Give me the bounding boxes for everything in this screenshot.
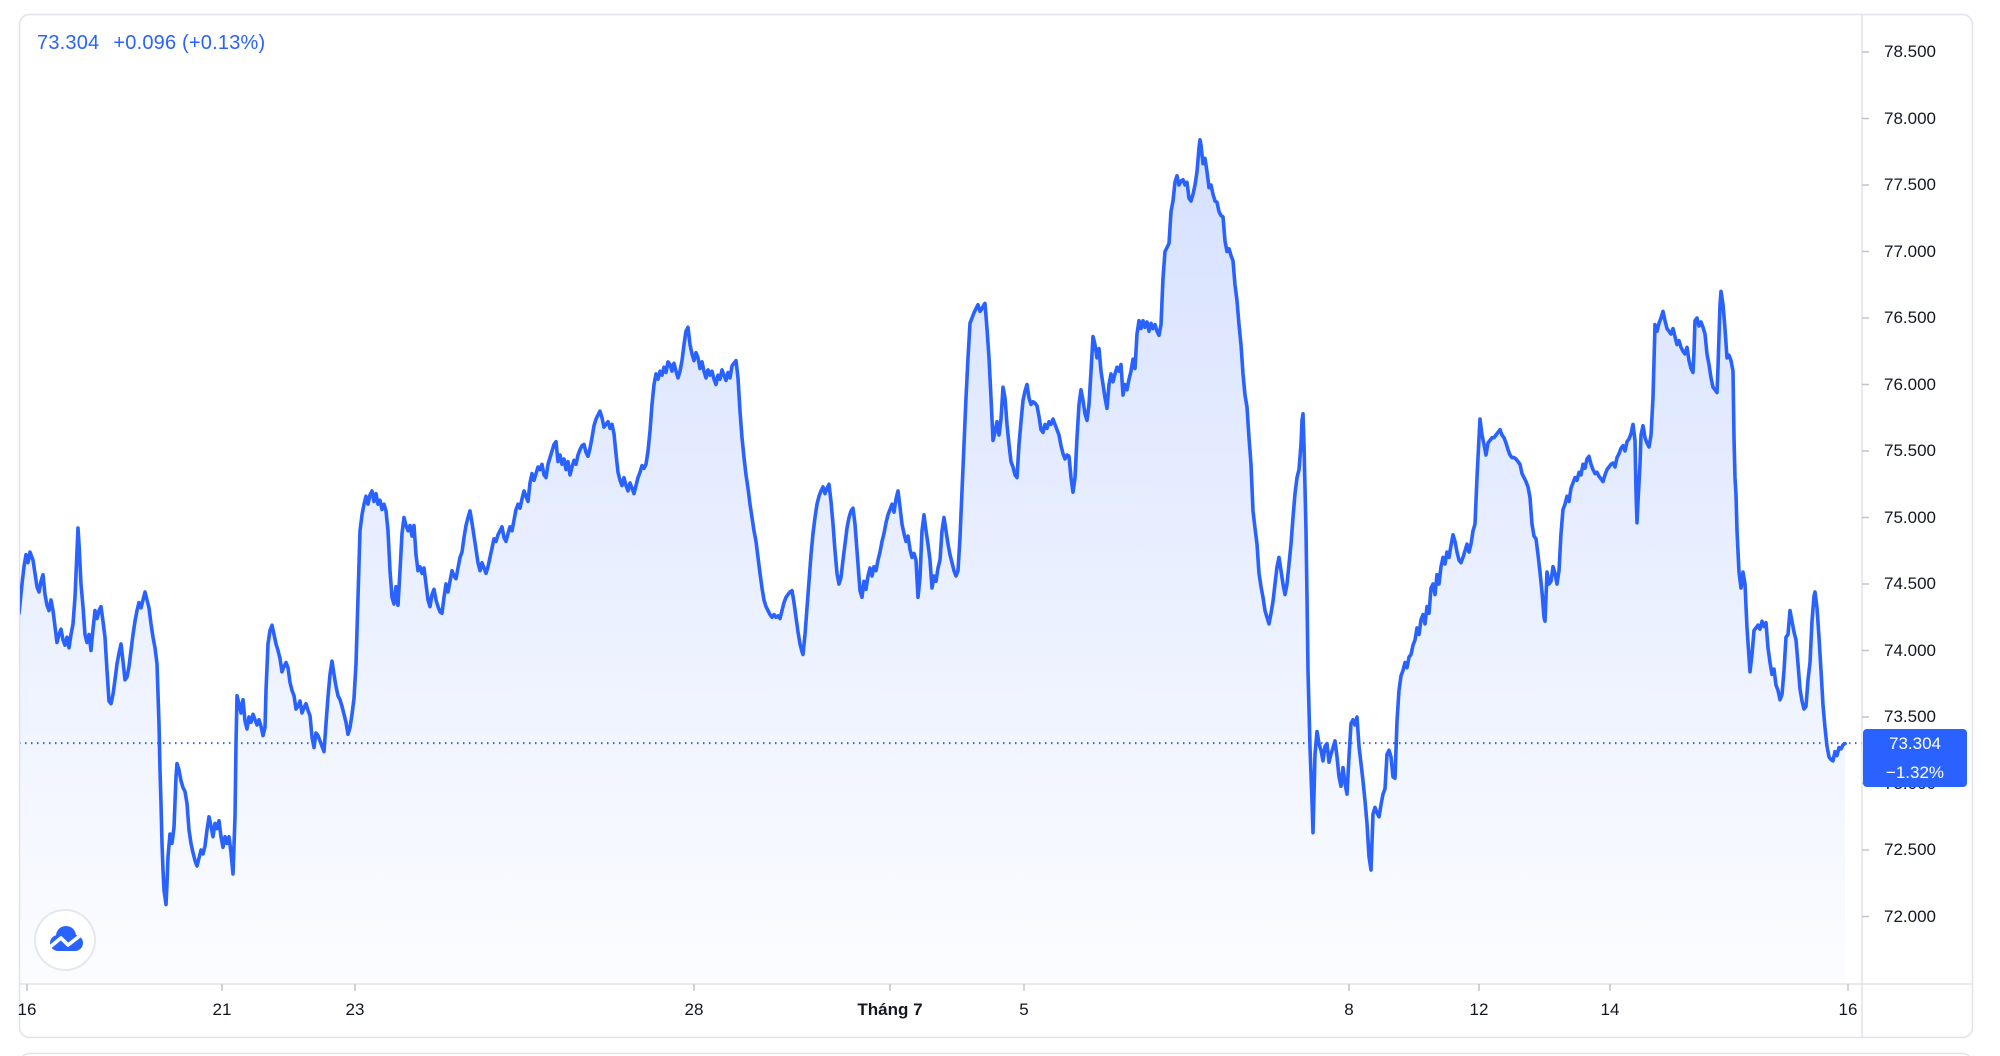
price-tick-label: 74.000 (1884, 640, 1936, 660)
tradingview-logo[interactable] (34, 909, 96, 971)
last-price: 73.304 (37, 32, 100, 54)
price-tick-label: 72.000 (1884, 906, 1936, 926)
time-tick-label: 23 (345, 1000, 365, 1019)
price-tick-label: 72.500 (1884, 840, 1936, 859)
price-tick-label: 78.000 (1884, 108, 1936, 128)
time-tick-label: 8 (1344, 1000, 1354, 1019)
time-tick-label: 5 (1019, 1000, 1029, 1019)
time-tick-label: Tháng 7 (857, 1000, 923, 1019)
price-area-fill (20, 139, 1845, 983)
symbol-quote: 73.304 +0.096 (+0.13%) (37, 30, 265, 56)
price-tick-label: 76.000 (1884, 374, 1936, 394)
time-tick-label: 12 (1469, 1000, 1489, 1019)
time-tick-label: 16 (17, 1000, 37, 1019)
price-tick-label: 75.500 (1884, 441, 1936, 460)
time-tick-label: 16 (1838, 1000, 1858, 1019)
price-tick-label: 73.500 (1884, 707, 1936, 726)
price-line-path (20, 138, 1847, 907)
time-axis-tick-marks (26, 984, 1849, 991)
widget-border (18, 13, 1974, 1039)
next-widget-border (21, 1052, 1971, 1056)
price-tick-label: 74.500 (1884, 574, 1936, 593)
price-tick-label: 77.500 (1884, 175, 1936, 194)
badge-price: 73.304 (1889, 733, 1941, 753)
time-tick-label: 14 (1600, 1000, 1620, 1019)
cloud-logo-icon (50, 926, 83, 951)
time-tick-label: 28 (684, 1000, 704, 1019)
current-price-badge: 73.304 −1.32% (1863, 728, 1967, 787)
price-tick-label: 76.500 (1884, 308, 1936, 327)
price-tick-label: 78.500 (1884, 42, 1936, 61)
price-tick-label: 75.000 (1884, 507, 1936, 527)
price-axis-tick-marks (1862, 51, 1869, 918)
price-tick-label: 77.000 (1884, 241, 1936, 261)
badge-percent: −1.32% (1885, 762, 1945, 782)
time-tick-label: 21 (212, 1000, 232, 1019)
price-change: +0.096 (+0.13%) (113, 32, 266, 54)
